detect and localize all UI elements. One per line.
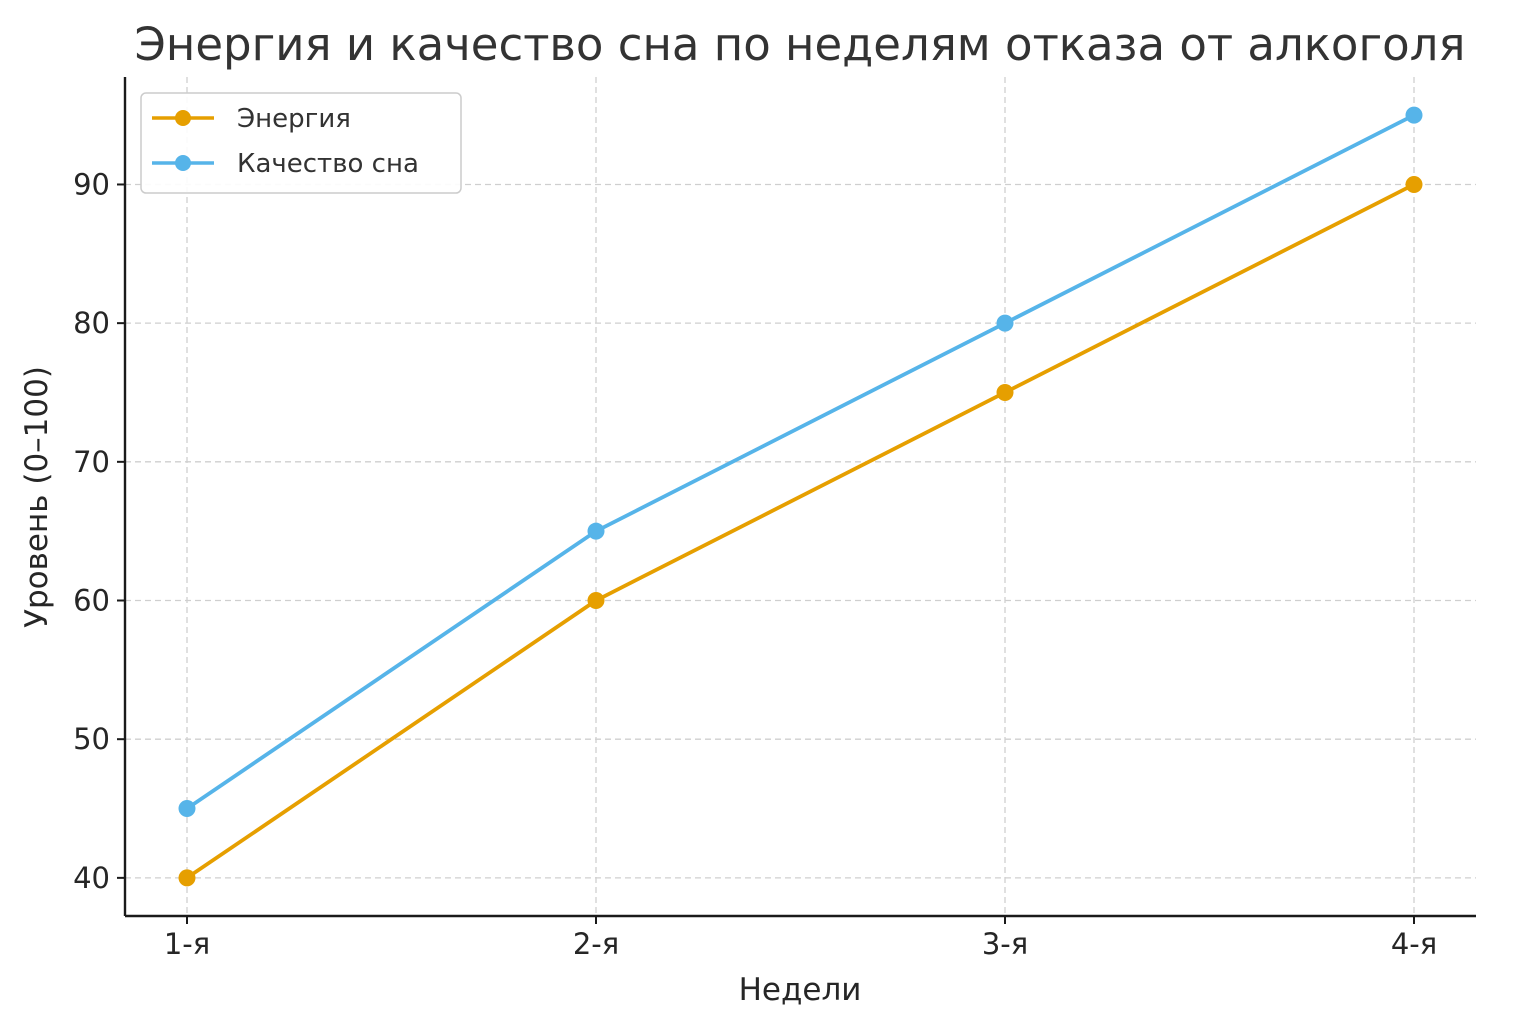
y-tick-label: 90 [73,167,110,201]
y-tick-label: 80 [73,306,110,340]
x-axis-ticks: 1-я 2-я 3-я 4-я [164,916,1437,961]
series-line [185,182,1415,880]
series-1 [178,175,1423,887]
series-layer [178,106,1423,887]
series-line [185,113,1415,811]
data-point [996,314,1014,332]
x-tick-label: 4-я [1391,927,1437,961]
series-2 [178,106,1423,818]
data-point [1405,106,1423,124]
data-point [178,869,196,887]
data-point [178,800,196,818]
y-axis-ticks: 40 50 60 70 80 90 [73,167,125,895]
y-axis-label: Уровень (0–100) [19,366,55,628]
legend-swatch-marker [175,110,191,126]
y-tick-label: 40 [73,861,110,895]
x-axis-label: Недели [739,972,862,1008]
data-point [587,592,605,610]
legend: Энергия Качество сна [140,92,462,194]
x-tick-label: 1-я [164,927,210,961]
legend-swatch-marker [175,155,191,171]
x-tick-label: 3-я [982,927,1028,961]
legend-label-energy: Энергия [237,104,351,134]
legend-label-sleep: Качество сна [237,149,419,179]
data-point [1405,175,1423,193]
y-tick-label: 50 [73,722,110,756]
data-point [996,383,1014,401]
data-point [587,522,605,540]
y-tick-label: 70 [73,445,110,479]
y-tick-label: 60 [73,584,110,618]
x-tick-label: 2-я [573,927,619,961]
chart-title: Энергия и качество сна по неделям отказа… [135,18,1466,71]
legend-box [140,92,462,194]
